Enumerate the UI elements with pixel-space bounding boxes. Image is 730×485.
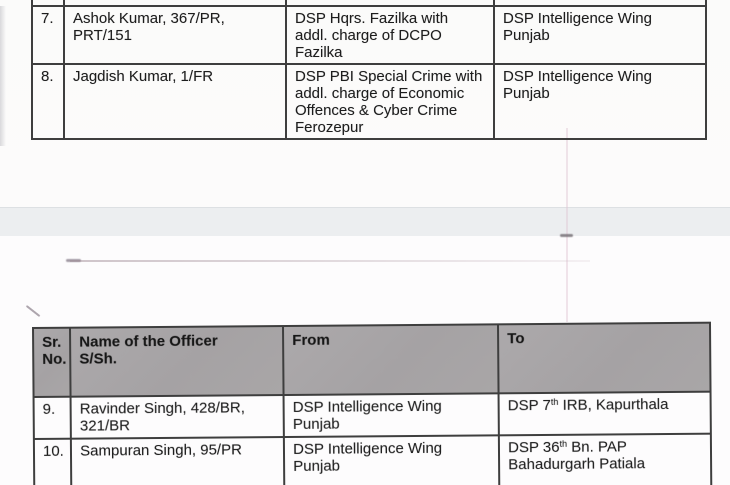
table-row-remnant (31, 0, 707, 7)
cell-sr: 7. (31, 5, 65, 65)
table-header-row: Sr. No. Name of the Officer S/Sh. From T… (33, 322, 711, 397)
cell-name (63, 0, 287, 7)
table-row: 10. Sampuran Singh, 95/PR DSP Intelligen… (33, 433, 712, 485)
header-cell-sr-no: Sr. No. (33, 327, 71, 397)
transfer-table-page1-wrap: 7. Ashok Kumar, 367/PR, PRT/151 DSP Hqrs… (31, 0, 707, 140)
page-separator-band (0, 207, 730, 236)
cell-to: DSP Intelligence Wing Punjab (493, 5, 707, 65)
cell-to: DSP Intelligence Wing Punjab (493, 63, 707, 140)
cell-from: DSP Intelligence Wing Punjab (283, 393, 500, 438)
cell-sr: 10. (33, 438, 72, 485)
cell-from: DSP PBI Special Crime with addl. charge … (285, 63, 495, 140)
cell-name: Ravinder Singh, 428/BR, 321/BR (70, 395, 285, 439)
transfer-table-page2-wrap: Sr. No. Name of the Officer S/Sh. From T… (32, 322, 713, 485)
cell-name: Jagdish Kumar, 1/FR (63, 63, 287, 140)
cell-name: Sampuran Singh, 95/PR (71, 437, 285, 485)
cell-sr: 9. (33, 396, 72, 439)
header-cell-to: To (498, 322, 711, 394)
cell-from: DSP Hqrs. Fazilka with addl. charge of D… (285, 5, 495, 65)
header-cell-from: From (283, 324, 499, 396)
cell-to (493, 0, 707, 7)
cell-from (285, 0, 495, 7)
cell-to: DSP 36th Bn. PAP Bahadurgarh Patiala (499, 433, 712, 485)
transfer-table-page2: Sr. No. Name of the Officer S/Sh. From T… (32, 322, 713, 485)
ordinal-suffix: th (550, 396, 559, 407)
cell-sr: 8. (31, 63, 65, 140)
transfer-table-page1: 7. Ashok Kumar, 367/PR, PRT/151 DSP Hqrs… (31, 0, 707, 140)
table-row: 9. Ravinder Singh, 428/BR, 321/BR DSP In… (33, 391, 712, 439)
cell-name: Ashok Kumar, 367/PR, PRT/151 (63, 5, 287, 65)
table-row: 7. Ashok Kumar, 367/PR, PRT/151 DSP Hqrs… (31, 5, 707, 65)
cell-sr (31, 0, 65, 7)
to-text: DSP 7 (507, 396, 551, 415)
to-text: DSP 36 (508, 438, 560, 457)
cell-from: DSP Intelligence Wing Punjab (284, 435, 500, 485)
cell-to: DSP 7th IRB, Kapurthala (498, 391, 712, 436)
to-text-cont: IRB, Kapurthala (558, 396, 669, 414)
table-row: 8. Jagdish Kumar, 1/FR DSP PBI Special C… (31, 63, 707, 140)
header-cell-officer-name: Name of the Officer S/Sh. (70, 326, 284, 397)
